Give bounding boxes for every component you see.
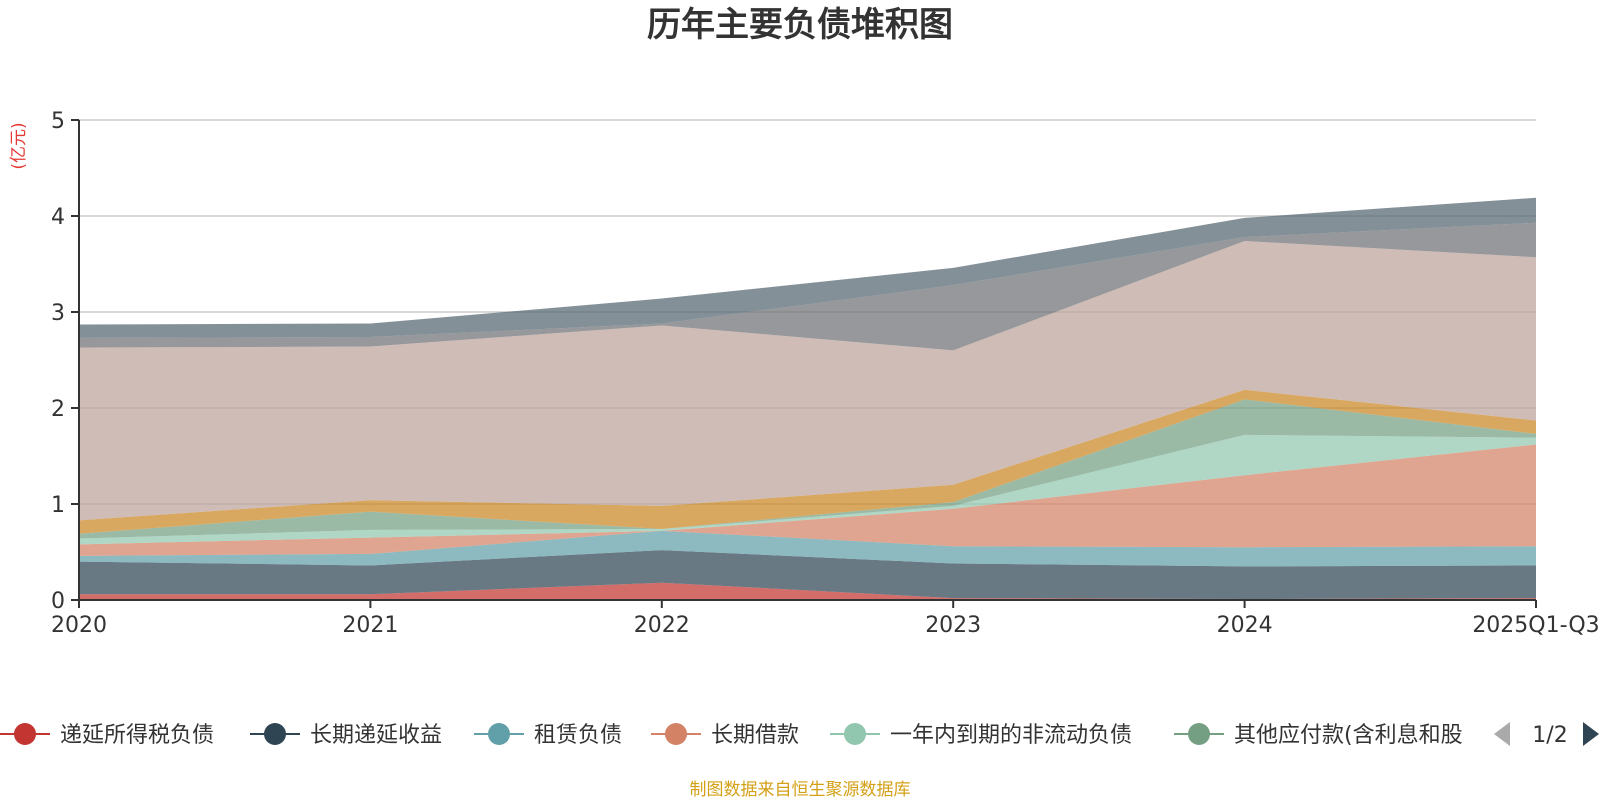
y-ticks: 0 1 2 3 4 5	[51, 109, 79, 614]
areas	[79, 197, 1536, 600]
y-axis-unit: (亿元)	[9, 122, 29, 169]
legend-item[interactable]: 长期借款	[651, 723, 799, 748]
x-tick-label: 2024	[1217, 613, 1273, 638]
legend-label: 递延所得税负债	[60, 723, 214, 748]
y-tick-label: 4	[51, 205, 65, 230]
x-tick-label: 2021	[342, 613, 398, 638]
chart-title: 历年主要负债堆积图	[647, 5, 953, 45]
legend: 递延所得税负债 长期递延收益 租赁负债 长期借款 一年内到期的非流动负债 其他应付款(含利…	[0, 723, 1463, 748]
legend-prev-icon[interactable]	[1494, 722, 1510, 746]
x-ticks: 2020 2021 2022 2023 2024 2025Q1-Q3	[51, 600, 1600, 638]
legend-label: 长期借款	[711, 723, 799, 748]
area-series	[79, 444, 1536, 556]
x-tick-label: 2023	[925, 613, 981, 638]
area-series	[79, 197, 1536, 338]
y-tick-label: 1	[51, 493, 65, 518]
area-series	[79, 240, 1536, 521]
legend-item[interactable]: 其他应付款(含利息和股	[1174, 723, 1463, 748]
source-note: 制图数据来自恒生聚源数据库	[690, 780, 911, 800]
legend-marker-icon	[14, 723, 36, 745]
legend-marker-icon	[844, 723, 866, 745]
legend-item[interactable]: 一年内到期的非流动负债	[830, 723, 1132, 748]
area-series	[79, 222, 1536, 351]
legend-marker-icon	[264, 723, 286, 745]
y-tick-label: 0	[51, 589, 65, 614]
legend-marker-icon	[665, 723, 687, 745]
y-tick-label: 5	[51, 109, 65, 134]
legend-pager: 1/2	[1494, 722, 1599, 748]
area-series	[79, 434, 1536, 545]
legend-label: 一年内到期的非流动负债	[890, 723, 1132, 748]
area-series	[79, 389, 1536, 534]
area-series	[79, 582, 1536, 600]
legend-next-icon[interactable]	[1583, 722, 1599, 746]
legend-label: 租赁负债	[534, 723, 622, 748]
axes	[78, 120, 1536, 601]
legend-page-indicator: 1/2	[1532, 723, 1567, 748]
legend-item[interactable]: 租赁负债	[474, 723, 622, 748]
legend-item[interactable]: 长期递延收益	[250, 723, 442, 748]
legend-label: 长期递延收益	[310, 723, 442, 748]
y-tick-label: 3	[51, 301, 65, 326]
legend-label: 其他应付款(含利息和股	[1234, 723, 1463, 748]
legend-marker-icon	[1188, 723, 1210, 745]
area-series	[79, 550, 1536, 600]
legend-marker-icon	[488, 723, 510, 745]
x-tick-label: 2022	[634, 613, 690, 638]
x-tick-label: 2025Q1-Q3	[1472, 613, 1599, 638]
x-tick-label: 2020	[51, 613, 107, 638]
area-series	[79, 399, 1536, 539]
y-tick-label: 2	[51, 397, 65, 422]
area-series	[79, 530, 1536, 567]
legend-item[interactable]: 递延所得税负债	[0, 723, 214, 748]
